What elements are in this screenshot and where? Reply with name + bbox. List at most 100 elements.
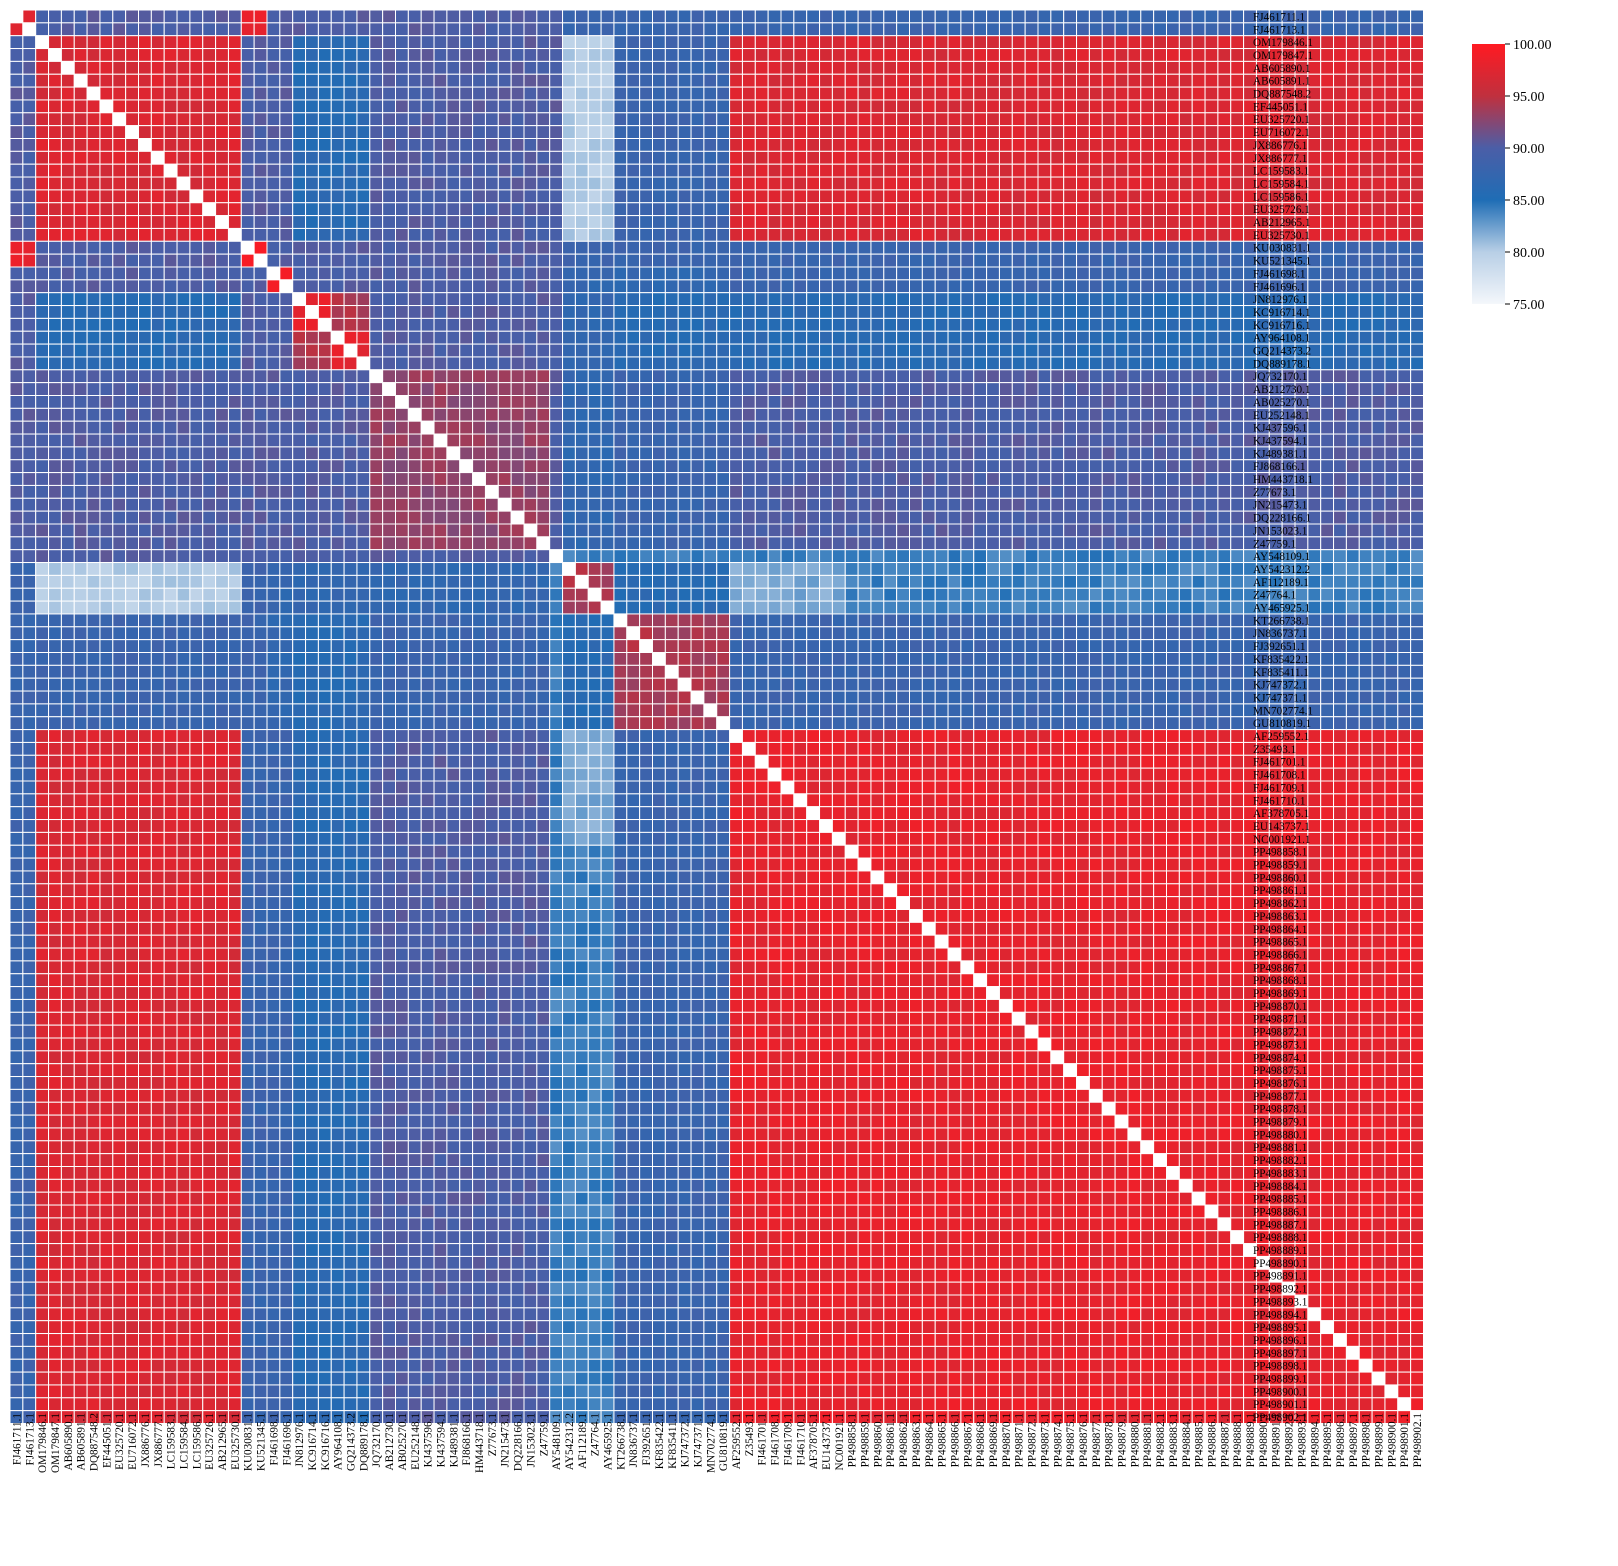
heatmap-cell [1320,86,1335,101]
heatmap-cell [446,279,461,294]
heatmap-cell [883,202,898,217]
heatmap-cell [1178,215,1193,229]
heatmap-cell [1153,536,1168,551]
heatmap-cell [73,395,88,409]
heatmap-cell [883,562,898,576]
heatmap-cell [1191,574,1206,589]
heatmap-cell [536,305,551,319]
heatmap-cell [215,227,229,242]
heatmap-cell [909,356,923,371]
heatmap-cell [138,536,152,551]
heatmap-cell [600,176,615,191]
heatmap-cell [189,562,204,576]
heatmap-cell [1410,215,1425,229]
heatmap-cell [1320,279,1335,294]
heatmap-cell [921,253,936,268]
heatmap-cell [292,73,307,88]
heatmap-cell [472,215,486,229]
heatmap-cell [1371,369,1386,384]
heatmap-cell [189,60,204,75]
heatmap-cell [125,407,140,422]
heatmap-cell [317,459,332,474]
heatmap-cell [664,35,679,50]
heatmap-cell [587,433,602,448]
heatmap-cell [317,253,332,268]
heatmap-cell [292,484,307,499]
heatmap-cell [741,330,756,345]
heatmap-cell [587,125,602,140]
heatmap-cell [382,484,396,499]
heatmap-cell [266,48,281,62]
heatmap-cell [921,35,936,50]
heatmap-cell [112,73,127,88]
heatmap-cell [1384,446,1399,461]
heatmap-cell [99,176,114,191]
heatmap-cell [973,330,988,345]
heatmap-cell [587,369,602,384]
heatmap-cell [99,562,114,576]
heatmap-cell [536,407,551,422]
heatmap-cell [1230,369,1245,384]
heatmap-cell [1217,240,1232,255]
heatmap-cell [1333,202,1347,217]
heatmap-cell [921,382,936,396]
heatmap-cell [382,407,396,422]
heatmap-cell [562,395,576,409]
heatmap-cell [22,510,37,525]
heatmap-cell [729,125,743,140]
heatmap-cell [1371,60,1386,75]
heatmap-cell [1371,292,1386,307]
heatmap-cell [395,433,409,448]
heatmap-cell [1410,125,1425,140]
heatmap-cell [1011,369,1026,384]
heatmap-cell [677,369,692,384]
heatmap-cell [793,305,808,319]
heatmap-cell [497,73,512,88]
heatmap-cell [1076,112,1090,127]
heatmap-cell [986,472,1000,486]
heatmap-cell [793,240,808,255]
heatmap-cell [433,99,448,114]
heatmap-cell [472,86,486,101]
heatmap-cell [1153,369,1168,384]
heatmap-cell [472,510,486,525]
heatmap-cell [703,549,718,564]
heatmap-cell [99,73,114,88]
heatmap-cell [1333,433,1347,448]
heatmap-cell [1088,150,1103,165]
heatmap-cell [909,279,923,294]
heatmap-cell [305,163,319,178]
heatmap-cell [998,215,1013,229]
heatmap-cell [1088,35,1103,50]
heatmap-cell [639,549,654,564]
heatmap-cell [138,48,152,62]
heatmap-cell [600,549,615,564]
heatmap-cell [549,150,564,165]
heatmap-cell [1153,433,1168,448]
heatmap-cell [1191,395,1206,409]
heatmap-cell [677,215,692,229]
heatmap-cell [562,253,576,268]
heatmap-cell [112,48,127,62]
heatmap-cell [189,9,204,24]
heatmap-cell [472,317,486,332]
heatmap-cell [857,510,872,525]
heatmap-cell [1384,549,1399,564]
heatmap-cell [870,395,885,409]
heatmap-cell [279,292,294,307]
heatmap-cell [317,369,332,384]
heatmap-cell [240,356,255,371]
heatmap-cell [253,112,268,127]
heatmap-cell [369,484,384,499]
heatmap-cell [343,317,358,332]
heatmap-cell [125,305,140,319]
heatmap-cell [1127,395,1142,409]
heatmap-cell [690,562,705,576]
heatmap-cell [562,163,576,178]
heatmap-cell [317,163,332,178]
heatmap-cell [652,22,666,37]
heatmap-cell [523,60,538,75]
heatmap-cell [793,292,808,307]
heatmap-cell [163,343,178,358]
heatmap-cell [998,574,1013,589]
